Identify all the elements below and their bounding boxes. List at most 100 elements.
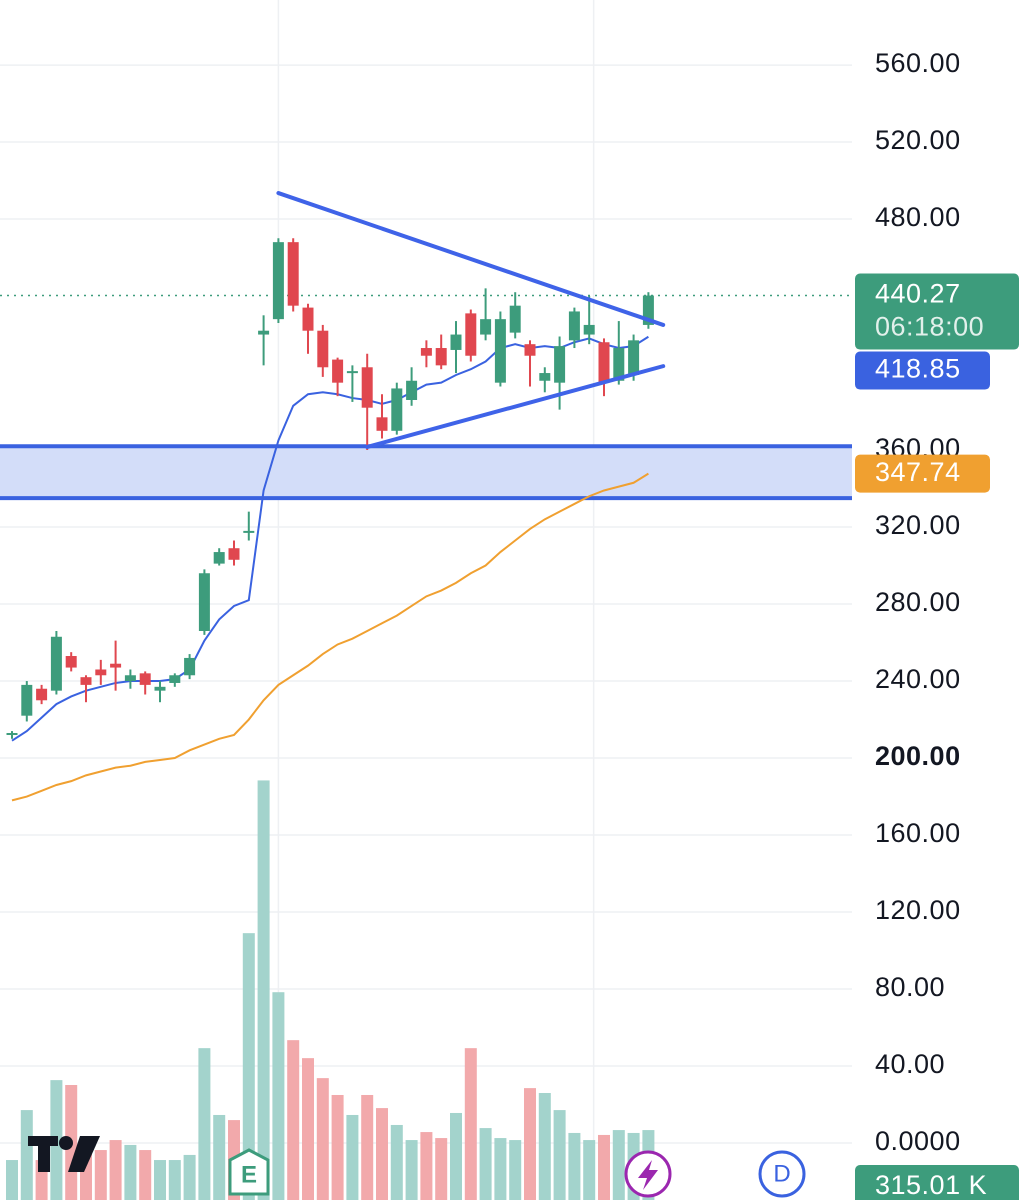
candle-body bbox=[80, 677, 92, 685]
candle-body bbox=[213, 552, 225, 564]
candle-body bbox=[317, 330, 329, 368]
y-tick-label: 160.00 bbox=[875, 818, 961, 848]
candle-body bbox=[198, 573, 210, 631]
candle-body bbox=[568, 311, 580, 341]
volume-bar bbox=[94, 1150, 107, 1200]
candle-body bbox=[598, 342, 610, 383]
volume-bar bbox=[612, 1130, 625, 1200]
candle-body bbox=[243, 530, 255, 533]
ma-badge bbox=[855, 351, 990, 390]
volume-bar bbox=[302, 1058, 314, 1200]
candle-body bbox=[36, 688, 48, 701]
candle-body bbox=[509, 305, 521, 333]
candle-body bbox=[376, 417, 388, 431]
candle-body bbox=[583, 324, 595, 335]
volume-bar bbox=[6, 1160, 18, 1200]
candle-body bbox=[124, 675, 136, 682]
volume-bar bbox=[213, 1114, 226, 1200]
volume-bar bbox=[583, 1140, 596, 1200]
candle-body bbox=[613, 348, 625, 381]
y-tick-label: 120.00 bbox=[875, 895, 961, 925]
volume-bar bbox=[257, 780, 270, 1200]
candle-body bbox=[494, 319, 506, 383]
moving-average bbox=[11, 472, 649, 802]
candle-body bbox=[287, 242, 299, 306]
countdown-label: 06:18:00 bbox=[875, 312, 984, 342]
trendline bbox=[365, 364, 666, 449]
flash-marker[interactable] bbox=[624, 1150, 672, 1198]
support-zone bbox=[0, 446, 852, 499]
y-tick-label: 520.00 bbox=[875, 125, 961, 155]
volume-bar bbox=[331, 1094, 344, 1200]
candle-body bbox=[435, 348, 447, 366]
volume-bar bbox=[479, 1128, 492, 1200]
candle-body bbox=[50, 636, 62, 691]
volume-bar bbox=[242, 933, 255, 1200]
candle-body bbox=[361, 367, 373, 408]
candle-body bbox=[642, 295, 654, 325]
y-tick-label: 200.00 bbox=[875, 741, 961, 771]
volume-bar bbox=[361, 1094, 374, 1200]
candle-body bbox=[554, 346, 566, 383]
y-tick-label: 240.00 bbox=[875, 664, 961, 694]
candle-body bbox=[420, 348, 432, 356]
ma-badge bbox=[855, 454, 990, 493]
candle-body bbox=[228, 548, 240, 560]
candle-body bbox=[139, 673, 151, 685]
y-tick-label: 320.00 bbox=[875, 510, 961, 540]
volume-bar bbox=[598, 1134, 610, 1200]
candle-body bbox=[539, 373, 551, 381]
volume-bar bbox=[568, 1132, 581, 1200]
volume-bar bbox=[287, 1040, 300, 1200]
candle-body bbox=[628, 340, 640, 375]
volume-bar bbox=[124, 1144, 137, 1200]
volume-bar bbox=[464, 1048, 477, 1200]
candle-body bbox=[184, 657, 196, 676]
y-tick-label: 560.00 bbox=[875, 48, 961, 78]
volume-bar bbox=[346, 1114, 359, 1200]
candle-body bbox=[272, 242, 284, 320]
moving-average bbox=[11, 335, 649, 742]
volume-bar bbox=[139, 1150, 152, 1200]
y-tick-label: 280.00 bbox=[875, 587, 961, 617]
volume-bar bbox=[376, 1108, 388, 1200]
candle-body bbox=[169, 675, 181, 683]
volume-bar bbox=[272, 992, 285, 1200]
candle-body bbox=[65, 656, 77, 668]
volume-bar bbox=[420, 1132, 433, 1200]
volume-bar bbox=[538, 1092, 551, 1200]
candle-body bbox=[258, 330, 270, 335]
dividend-marker[interactable]: D bbox=[758, 1150, 806, 1198]
candle-body bbox=[154, 686, 166, 691]
volume-bar bbox=[390, 1124, 403, 1200]
last-price-label: 440.27 bbox=[875, 279, 961, 309]
price-pane bbox=[0, 191, 852, 802]
volume-bar bbox=[405, 1140, 418, 1200]
candle-body bbox=[6, 733, 18, 736]
volume-bar bbox=[168, 1160, 181, 1200]
volume-bar bbox=[198, 1048, 211, 1200]
candle-body bbox=[346, 371, 358, 374]
volume-bar bbox=[494, 1138, 507, 1200]
volume-bar bbox=[154, 1160, 166, 1200]
volume-pane bbox=[6, 780, 655, 1200]
earnings-marker[interactable]: E bbox=[228, 1148, 270, 1196]
ma-badge-label: 347.74 bbox=[875, 457, 961, 487]
dividend-label: D bbox=[773, 1160, 790, 1187]
candle-body bbox=[110, 663, 122, 668]
candle-body bbox=[524, 344, 536, 356]
volume-bar bbox=[435, 1138, 448, 1200]
candle-body bbox=[480, 319, 492, 335]
trendline bbox=[276, 191, 666, 327]
candle-body bbox=[406, 380, 418, 400]
candle-body bbox=[302, 307, 314, 331]
volume-bar bbox=[524, 1088, 536, 1200]
price-axis: 0.0000 40.00 80.00 120.00 160.00 200.00 240.00… bbox=[855, 48, 1019, 1200]
logo bbox=[28, 1136, 100, 1172]
candle-body bbox=[21, 684, 33, 716]
candle-body bbox=[332, 359, 344, 383]
y-tick-label: 40.00 bbox=[875, 1049, 945, 1079]
y-tick-label: 80.00 bbox=[875, 972, 945, 1002]
